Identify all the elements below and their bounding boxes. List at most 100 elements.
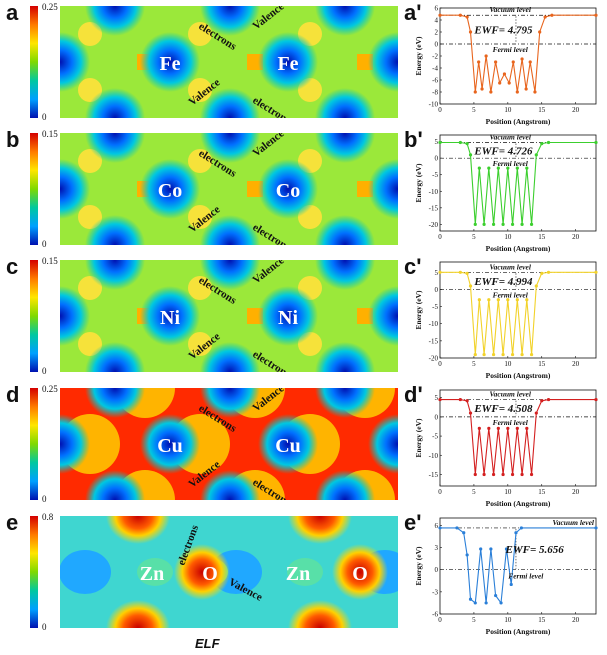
vacuum-level-label: Vacuum level: [489, 262, 531, 271]
fermi-level-label: Fermi level: [508, 572, 544, 581]
energy-curve: [440, 527, 596, 605]
data-point: [487, 426, 491, 430]
y-tick-label: 0: [435, 41, 439, 49]
data-point: [473, 352, 477, 357]
data-point: [510, 222, 515, 226]
x-tick-label: 0: [438, 233, 442, 241]
colorbar: [30, 260, 38, 372]
x-tick-label: 20: [572, 106, 580, 114]
colorbar-max-label: 0.15: [42, 256, 58, 266]
y-axis-label: Energy (eV): [414, 418, 423, 457]
data-point: [529, 222, 534, 226]
panel-row: b 0.15 0 Co Co electrons Valence Valence electro…: [0, 127, 607, 253]
data-point: [465, 399, 469, 403]
data-point: [501, 472, 505, 477]
data-point: [543, 15, 547, 19]
y-tick-label: -10: [429, 452, 439, 460]
fermi-level-label: Fermi level: [493, 159, 529, 168]
data-point: [438, 397, 442, 402]
data-point: [496, 426, 500, 430]
data-point: [528, 60, 532, 64]
y-tick-label: 5: [435, 138, 439, 146]
data-point: [504, 547, 509, 551]
plot-frame: [439, 389, 597, 487]
elf-caption: ELF: [195, 636, 220, 651]
data-point: [458, 13, 462, 17]
x-tick-label: 20: [572, 616, 580, 624]
colorbar-min-label: 0: [42, 494, 47, 504]
ewf-label: EWF= 4.795: [473, 25, 533, 37]
data-point: [477, 298, 481, 302]
data-point: [546, 140, 551, 145]
atom-label: Fe: [277, 53, 298, 75]
atom-label: Co: [276, 180, 300, 202]
data-point: [484, 601, 488, 605]
plot-frame: [439, 517, 597, 615]
data-point: [489, 547, 493, 551]
y-axis-label: Energy (eV): [414, 290, 423, 329]
colorbar-max-label: 0.8: [42, 512, 54, 522]
data-point: [540, 399, 544, 403]
colorbar-max-label: 0.15: [42, 129, 58, 139]
y-tick-label: 6: [435, 5, 439, 13]
data-point: [468, 30, 473, 34]
plot-letter: d': [404, 382, 423, 407]
y-tick-label: -20: [429, 221, 439, 229]
data-point: [546, 270, 551, 274]
ewf-label: EWF= 4.508: [473, 403, 533, 415]
colorbar: [30, 516, 38, 628]
data-point: [465, 553, 469, 557]
data-point: [468, 597, 473, 601]
y-tick-label: -8: [432, 89, 438, 97]
data-point: [506, 166, 510, 170]
data-point: [477, 166, 481, 170]
data-point: [468, 411, 473, 415]
data-point: [507, 81, 511, 85]
y-tick-label: -4: [432, 65, 438, 73]
colorbar-min-label: 0: [42, 622, 47, 632]
data-point: [462, 531, 466, 535]
panel-row: a 0.25 0 Fe Fe electrons Valence Valence electro…: [0, 0, 607, 126]
colorbar: [30, 388, 38, 500]
colorbar: [30, 6, 38, 118]
atom-label: Cu: [157, 435, 183, 457]
x-tick-label: 15: [538, 233, 546, 241]
fermi-level-label: Fermi level: [493, 290, 529, 299]
panel-letter: b: [6, 127, 20, 152]
data-point: [515, 298, 519, 302]
data-point: [484, 54, 488, 58]
data-point: [458, 270, 462, 274]
x-tick-label: 5: [472, 233, 476, 241]
data-point: [473, 222, 477, 226]
x-axis-label: Position (Angstrom): [486, 371, 551, 380]
data-point: [501, 222, 505, 226]
data-point: [473, 601, 477, 605]
data-point: [546, 397, 551, 402]
y-tick-label: 2: [435, 29, 439, 37]
data-point: [482, 472, 486, 477]
data-point: [594, 140, 598, 145]
y-tick-label: -6: [432, 611, 438, 619]
y-tick-label: -10: [429, 320, 439, 328]
atom-label: Cu: [275, 435, 301, 457]
x-tick-label: 15: [538, 360, 546, 368]
data-point: [477, 60, 481, 64]
data-point: [594, 397, 598, 402]
data-point: [498, 81, 502, 85]
y-tick-label: 5: [435, 394, 439, 402]
x-axis-label: Position (Angstrom): [486, 244, 551, 253]
atom-label: O: [202, 563, 218, 585]
plot-frame: [439, 261, 597, 359]
plot-letter: c': [404, 254, 422, 279]
panel-row: d 0.25 0 Cu Cu electrons Valence Valence electro…: [0, 382, 607, 508]
atom-label: Ni: [160, 307, 180, 329]
y-axis-label: Energy (eV): [414, 36, 423, 75]
data-point: [534, 411, 538, 415]
fermi-level-label: Fermi level: [493, 45, 529, 54]
x-tick-label: 15: [538, 106, 546, 114]
vacuum-level-label: Vacuum level: [489, 5, 531, 14]
x-tick-label: 10: [504, 233, 512, 241]
data-point: [465, 271, 469, 275]
data-point: [520, 222, 524, 226]
colorbar-max-label: 0.25: [42, 384, 58, 394]
